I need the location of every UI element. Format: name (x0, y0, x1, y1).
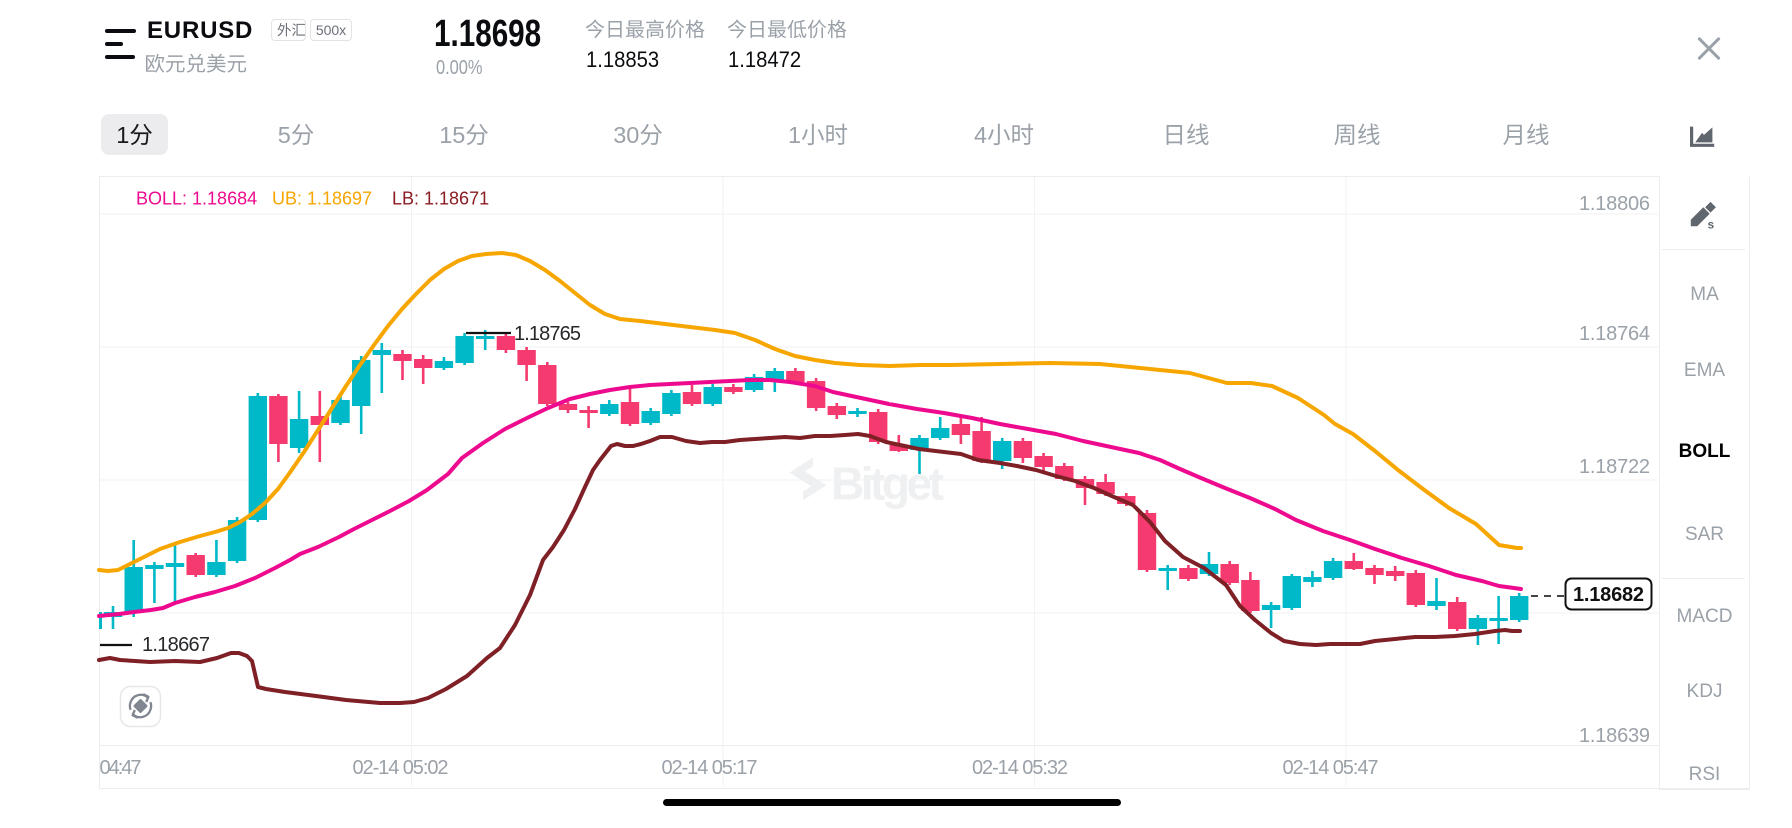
svg-text:02-14 05:17: 02-14 05:17 (662, 757, 758, 779)
svg-text:1.18765: 1.18765 (514, 323, 581, 345)
svg-text:1: 1 (439, 122, 452, 148)
svg-text:UB: 1.18697: UB: 1.18697 (272, 189, 372, 209)
svg-text:1.18667: 1.18667 (142, 634, 210, 656)
svg-text:1.18682: 1.18682 (1573, 584, 1644, 606)
svg-text:1: 1 (116, 122, 129, 148)
svg-text:1.18639: 1.18639 (1579, 725, 1650, 747)
svg-text:BOLL: 1.18684: BOLL: 1.18684 (136, 189, 257, 209)
svg-text:5: 5 (452, 122, 465, 148)
svg-text:Bitget: Bitget (831, 458, 944, 510)
svg-text:02-14 05:32: 02-14 05:32 (972, 757, 1068, 779)
svg-text:4: 4 (974, 122, 987, 148)
svg-text:02-14 05:02: 02-14 05:02 (353, 757, 449, 779)
svg-text:0: 0 (626, 122, 639, 148)
svg-text:1.18806: 1.18806 (1579, 193, 1650, 215)
svg-text:LB: 1.18671: LB: 1.18671 (392, 189, 489, 209)
svg-text:04:47: 04:47 (100, 757, 142, 779)
svg-text:1.18722: 1.18722 (1579, 456, 1650, 478)
svg-text:02-14 05:47: 02-14 05:47 (1283, 757, 1379, 779)
svg-text:1: 1 (788, 122, 801, 148)
svg-text:5: 5 (278, 122, 291, 148)
svg-text:s: s (1708, 218, 1715, 232)
svg-text:3: 3 (613, 122, 626, 148)
svg-text:1.18764: 1.18764 (1579, 323, 1650, 345)
